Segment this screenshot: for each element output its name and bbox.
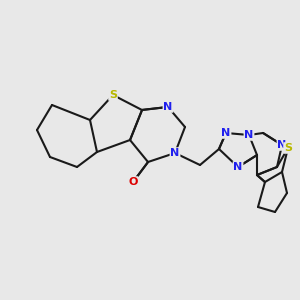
Text: N: N [233, 162, 243, 172]
Text: N: N [278, 140, 286, 150]
Text: N: N [221, 128, 231, 138]
Text: N: N [164, 102, 172, 112]
Text: O: O [128, 177, 138, 187]
Text: S: S [109, 90, 117, 100]
Text: N: N [244, 130, 253, 140]
Text: N: N [170, 148, 180, 158]
Text: S: S [284, 143, 292, 153]
